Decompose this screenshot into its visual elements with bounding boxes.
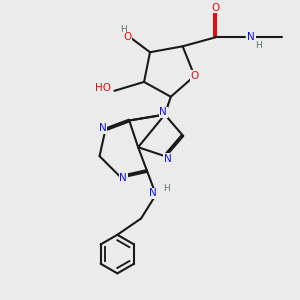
Text: N: N <box>248 32 255 42</box>
Text: N: N <box>164 154 172 164</box>
Text: HO: HO <box>95 83 111 93</box>
Text: N: N <box>99 123 106 133</box>
Text: H: H <box>255 41 262 50</box>
Text: N: N <box>149 188 157 198</box>
Text: H: H <box>163 184 170 193</box>
Text: O: O <box>124 32 132 42</box>
Text: O: O <box>211 3 219 13</box>
Text: O: O <box>190 71 199 81</box>
Text: N: N <box>119 173 127 183</box>
Text: H: H <box>120 26 127 34</box>
Text: N: N <box>160 107 167 117</box>
